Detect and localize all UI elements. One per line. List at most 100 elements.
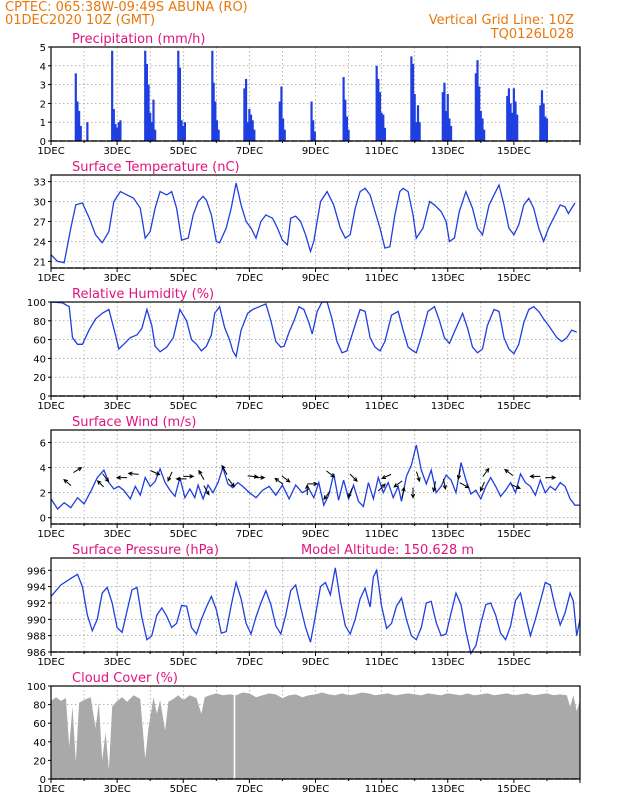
cloud-cover-title: Cloud Cover (%) (72, 671, 178, 686)
x-tick-label: 9DEC (302, 657, 329, 668)
precip-bar (483, 129, 486, 141)
x-tick-label: 13DEC (431, 146, 465, 157)
y-tick-label: 1 (40, 118, 46, 129)
cloud-cover-panel: 0 20 40 60 80 100 1DEC 3DEC 5DEC 7DEC 9DEC 11DEC 13D… (27, 671, 581, 795)
relative-humidity-line (50, 301, 577, 359)
precip-bar (415, 122, 418, 141)
surface-temperature-title: Surface Temperature (nC) (72, 160, 240, 175)
x-tick-label: 13DEC (431, 784, 465, 795)
precip-bar (154, 129, 157, 141)
wind-vector (221, 464, 228, 475)
precip-bar (506, 95, 509, 141)
y-tick-label: 30 (33, 198, 46, 209)
precip-bar (86, 122, 89, 141)
precip-bar (516, 114, 519, 141)
x-tick-label: 7DEC (236, 657, 263, 668)
y-tick-label: 992 (27, 599, 46, 610)
wind-vector (456, 468, 462, 480)
precip-bar (246, 122, 249, 141)
precip-bar (540, 90, 544, 141)
precip-bar (476, 60, 479, 141)
x-tick-label: 1DEC (37, 784, 64, 795)
precip-bar (150, 122, 153, 141)
y-tick-label: 0 (40, 514, 46, 525)
precip-bar (481, 118, 484, 141)
x-tick-label: 1DEC (37, 273, 64, 284)
y-tick-label: 60 (33, 719, 46, 730)
x-tick-label: 7DEC (236, 529, 263, 540)
model-altitude: Model Altitude: 150.628 m (301, 543, 474, 558)
wind-vector (432, 481, 437, 493)
precip-bar (215, 120, 219, 141)
x-tick-label: 5DEC (170, 657, 197, 668)
x-tick-label: 1DEC (37, 146, 64, 157)
precip-bar (280, 86, 283, 141)
surface-pressure-panel: 986 988 990 992 994 996 1DEC 3DEC 5DEC 7DEC 9DEC 11… (27, 543, 581, 668)
x-tick-label: 9DEC (302, 529, 329, 540)
precip-bar (212, 82, 215, 141)
y-tick-label: 0 (40, 392, 46, 403)
wind-vector (323, 490, 331, 501)
precip-bar (152, 99, 155, 141)
precip-bar (147, 84, 150, 141)
precip-bar (74, 73, 77, 141)
x-tick-label: 7DEC (236, 273, 263, 284)
relative-humidity-title: Relative Humidity (%) (72, 287, 214, 302)
y-tick-label: 20 (33, 373, 46, 384)
precip-bar (251, 120, 254, 141)
y-tick-label: 80 (33, 317, 46, 328)
precip-bar (116, 127, 119, 141)
x-tick-label: 3DEC (103, 529, 130, 540)
wind-vector (198, 469, 205, 480)
cloud-cover-area (51, 692, 580, 779)
y-tick-label: 2 (40, 99, 46, 110)
precip-bar (177, 50, 180, 142)
x-tick-label: 7DEC (236, 784, 263, 795)
precip-bar (119, 120, 122, 141)
x-tick-label: 13DEC (431, 657, 465, 668)
wind-vector (127, 471, 139, 476)
x-tick-label: 3DEC (103, 273, 130, 284)
y-tick-label: 0 (40, 775, 46, 786)
x-tick-label: 13DEC (431, 401, 465, 412)
wind-vector (102, 473, 110, 483)
x-tick-label: 9DEC (302, 784, 329, 795)
wind-vector (347, 487, 353, 499)
x-tick-label: 9DEC (302, 146, 329, 157)
run-datetime: 01DEC2020 10Z (GMT) (5, 13, 156, 28)
wind-vector (326, 470, 336, 478)
x-tick-label: 7DEC (236, 401, 263, 412)
surface-wind-line (50, 444, 580, 511)
y-tick-label: 4 (40, 62, 46, 73)
x-tick-label: 15DEC (497, 784, 531, 795)
precip-bar (545, 118, 549, 141)
wind-vector (479, 481, 485, 492)
precip-bar (312, 120, 315, 141)
y-tick-label: 100 (27, 682, 46, 693)
wind-vector (393, 480, 403, 488)
precip-bar (344, 99, 347, 141)
y-tick-label: 40 (33, 738, 46, 749)
panel-frame (50, 429, 581, 525)
x-tick-label: 3DEC (103, 401, 130, 412)
precip-bar (248, 109, 251, 141)
y-tick-label: 994 (27, 583, 46, 594)
y-tick-label: 80 (33, 701, 46, 712)
y-tick-label: 2 (40, 489, 46, 500)
precip-bar (278, 101, 281, 141)
wind-vector (545, 475, 557, 480)
x-tick-label: 15DEC (497, 657, 531, 668)
precip-bar (413, 94, 416, 141)
wind-vector (510, 483, 522, 490)
precip-bar (253, 129, 256, 141)
precip-bar (78, 110, 81, 141)
panel-frame (50, 557, 581, 653)
wind-vector (529, 474, 541, 479)
precip-bar (380, 112, 383, 141)
precip-bar (281, 118, 285, 141)
wind-vector (96, 480, 104, 488)
wind-vector (377, 483, 386, 492)
precip-bar (479, 110, 482, 141)
precip-bar (544, 116, 547, 141)
